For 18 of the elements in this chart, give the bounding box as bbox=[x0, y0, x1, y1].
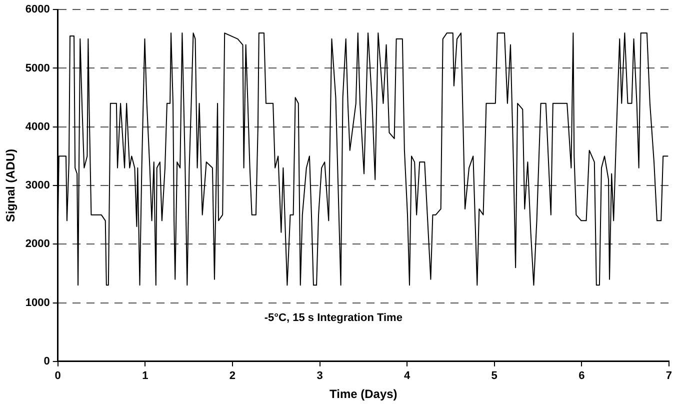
y-tick-label: 6000 bbox=[25, 4, 50, 16]
y-axis-title: Signal (ADU) bbox=[4, 148, 18, 222]
x-tick-label: 6 bbox=[578, 370, 585, 382]
x-tick-label: 0 bbox=[54, 370, 61, 382]
x-tick-label: 5 bbox=[491, 370, 498, 382]
y-tick-label: 3000 bbox=[25, 180, 50, 192]
x-tick-label: 7 bbox=[666, 370, 672, 382]
y-tick-label: 4000 bbox=[25, 120, 50, 133]
x-tick-label: 3 bbox=[316, 370, 323, 382]
y-tick-label: 1000 bbox=[25, 296, 50, 309]
annotation: -5°C, 15 s Integration Time bbox=[264, 312, 402, 324]
x-tick-label: 2 bbox=[229, 370, 236, 382]
y-tick-label: 5000 bbox=[25, 62, 50, 74]
y-tick-label: 2000 bbox=[25, 238, 50, 250]
y-tick-label: 0 bbox=[44, 355, 50, 368]
x-tick-label: 1 bbox=[142, 370, 148, 382]
x-tick-label: 4 bbox=[404, 370, 411, 382]
x-axis-title: Time (Days) bbox=[330, 387, 398, 402]
